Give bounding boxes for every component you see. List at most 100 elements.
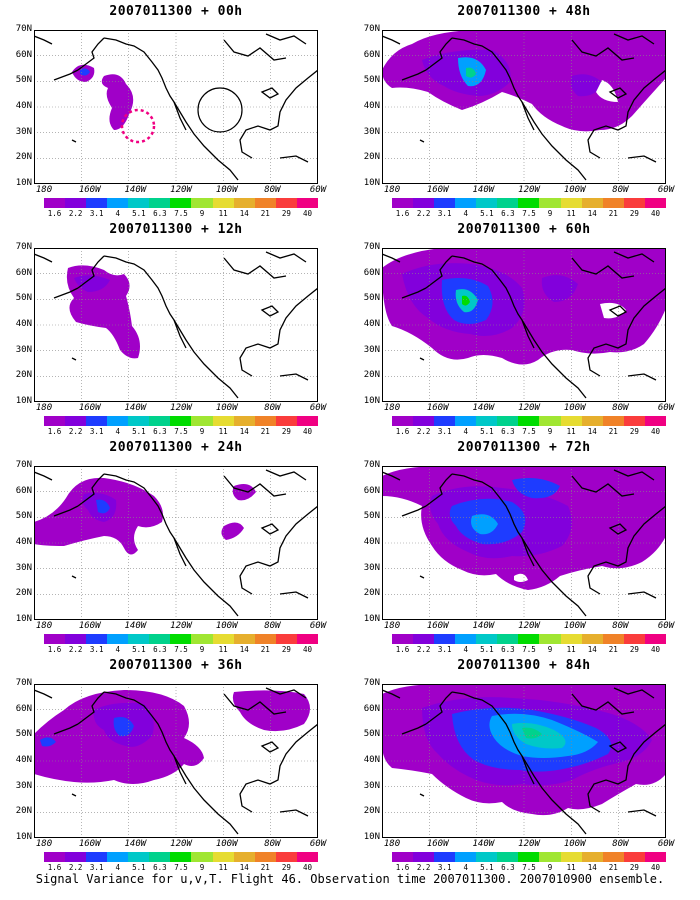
y-tick-label: 40N	[363, 755, 380, 765]
x-tick-label: 80W	[264, 403, 281, 413]
colorbar-swatch	[233, 634, 255, 644]
map-plot	[34, 30, 318, 184]
y-tick-label: 30N	[15, 344, 32, 355]
colorbar-label: 7.5	[174, 209, 188, 218]
coastline	[521, 101, 535, 131]
colorbar-swatch	[392, 416, 414, 426]
colorbar-swatch	[560, 198, 582, 208]
x-tick-label: 140W	[472, 621, 495, 631]
map-plot	[382, 248, 666, 402]
y-tick-label: 50N	[15, 511, 32, 522]
coastline	[173, 319, 187, 349]
colorbar-label: 11	[566, 209, 576, 218]
y-tick-label: 50N	[15, 729, 32, 740]
coastline	[608, 305, 628, 317]
y-tick-label: 40N	[363, 319, 380, 329]
colorbar-swatch	[149, 634, 171, 644]
coastline	[451, 255, 587, 399]
colorbar-swatch	[623, 852, 645, 862]
colorbar-label: 3.1	[89, 863, 104, 872]
colorbar-label: 21	[260, 209, 270, 218]
colorbar-swatch	[644, 634, 666, 644]
colorbar-label: 40	[650, 863, 660, 872]
coastline	[627, 373, 657, 381]
colorbar-label: 2.2	[416, 209, 431, 218]
x-tick-label: 120W	[170, 621, 192, 631]
y-tick-label: 50N	[363, 729, 380, 740]
coastline	[77, 691, 105, 725]
colorbar-swatch	[602, 852, 624, 862]
colorbar-label: 21	[608, 209, 618, 218]
colorbar-label: 1.6	[395, 645, 410, 654]
coastline	[382, 253, 401, 263]
map-panel: 2007011300 + 12h 70N 60N 50N 40N 30N 20N 10N 180…	[8, 222, 344, 440]
y-tick-label: 10N	[15, 396, 32, 406]
y-tick-label: 40N	[363, 101, 380, 111]
y-tick-label: 30N	[15, 562, 32, 573]
y-tick-label: 10N	[363, 396, 380, 406]
map-plot	[382, 466, 666, 620]
y-tick-label: 30N	[15, 126, 32, 137]
colorbar-label: 40	[650, 427, 660, 436]
y-tick-label: 70N	[15, 242, 32, 252]
coastline	[627, 591, 657, 599]
y-tick-label: 10N	[15, 178, 32, 188]
x-tick-label: 160W	[426, 185, 449, 195]
coastline	[521, 319, 535, 349]
colorbar-swatch	[86, 198, 108, 208]
colorbar-swatch	[149, 416, 171, 426]
coastline	[77, 37, 105, 71]
coastline	[53, 723, 79, 735]
colorbar-label: 3.1	[437, 427, 452, 436]
colorbar-swatch	[212, 416, 234, 426]
x-tick-label: 120W	[518, 621, 540, 631]
colorbar-label: 3.1	[437, 209, 452, 218]
y-tick-label: 70N	[363, 242, 380, 252]
coastline	[34, 253, 53, 263]
y-tick-label: 50N	[363, 511, 380, 522]
x-tick-label: 120W	[518, 403, 540, 413]
panel-title: 2007011300 + 24h	[109, 440, 243, 455]
colorbar	[392, 416, 666, 426]
colorbar-swatch	[581, 634, 603, 644]
colorbar-swatch	[434, 198, 456, 208]
colorbar-label: 14	[587, 645, 597, 654]
colorbar-label: 4	[463, 427, 469, 436]
variance-contour	[596, 80, 618, 102]
coastline	[571, 693, 635, 715]
colorbar-label: 7.5	[522, 209, 536, 218]
colorbar-label: 7.5	[522, 863, 536, 872]
colorbar-label: 1.6	[47, 645, 62, 654]
coastline	[71, 357, 77, 361]
colorbar-label: 29	[629, 863, 639, 872]
colorbar-swatch	[623, 198, 645, 208]
colorbar-label: 6.3	[501, 645, 515, 654]
colorbar-swatch	[191, 416, 213, 426]
coastline	[53, 287, 79, 299]
variance-contour	[74, 275, 110, 292]
colorbar-label: 40	[650, 209, 660, 218]
colorbar-label: 11	[218, 209, 228, 218]
colorbar-swatch	[539, 198, 561, 208]
colorbar-swatch	[602, 416, 624, 426]
coastline	[279, 809, 309, 817]
colorbar-swatch	[191, 634, 213, 644]
coastline	[265, 251, 307, 263]
colorbar-label: 6.3	[153, 209, 167, 218]
coastline	[77, 255, 105, 289]
colorbar-label: 4	[463, 645, 469, 654]
variance-contour	[471, 514, 498, 535]
coastline	[103, 473, 239, 617]
coastline	[77, 473, 105, 507]
y-tick-label: 40N	[15, 537, 32, 547]
coastline	[260, 741, 280, 753]
coastline	[521, 755, 535, 785]
colorbar-swatch	[455, 198, 477, 208]
y-tick-label: 20N	[363, 152, 380, 163]
colorbar-swatch	[212, 852, 234, 862]
coastline	[223, 693, 287, 715]
panel-title: 2007011300 + 84h	[457, 658, 591, 673]
colorbar-swatch	[476, 198, 498, 208]
coastline	[103, 255, 239, 399]
colorbar	[44, 852, 318, 862]
